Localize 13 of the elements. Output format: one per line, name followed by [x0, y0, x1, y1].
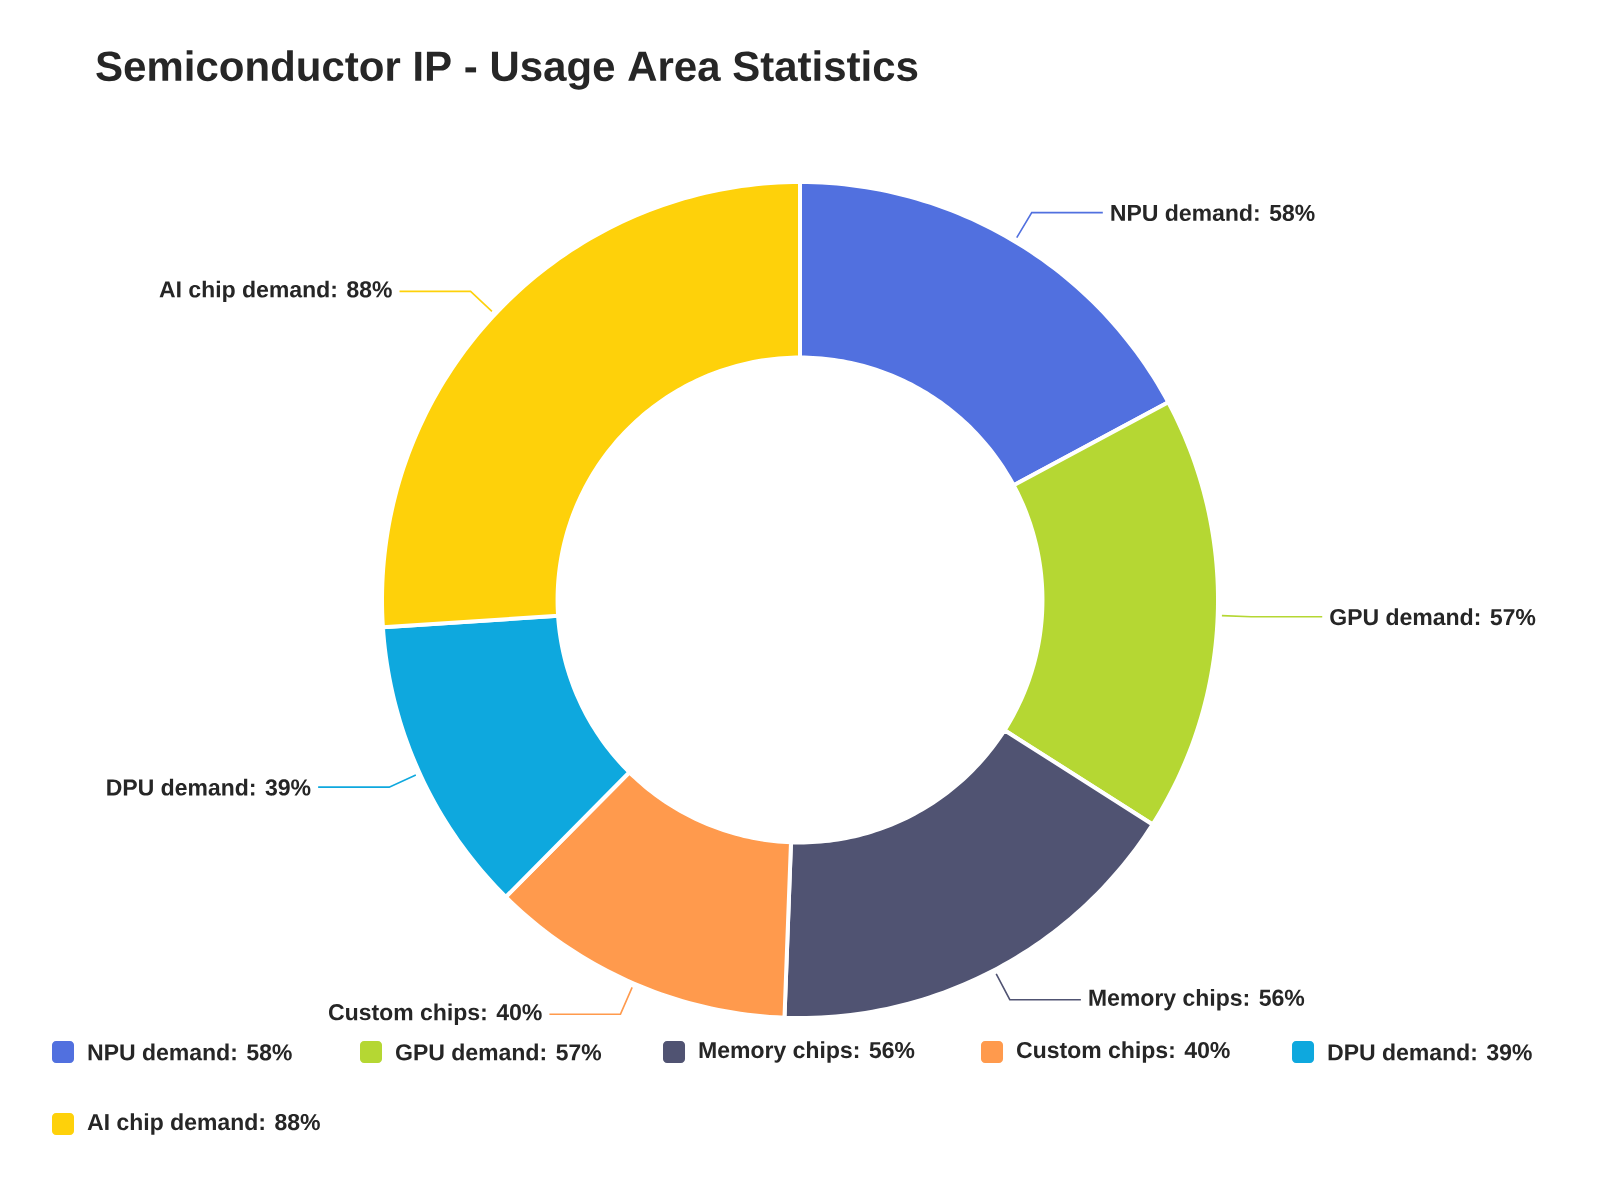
slice-label: Custom chips: 40% — [329, 1003, 542, 1025]
slice-label: GPU demand: 57% — [1330, 608, 1536, 626]
slice-label: DPU demand: 39% — [107, 778, 311, 796]
legend-label: GPU demand: 57% — [396, 1043, 602, 1061]
legend-label: NPU demand: 58% — [88, 1043, 292, 1061]
legend-label: Memory chips: 56% — [699, 1041, 915, 1063]
slice-label: AI chip demand: 88% — [159, 280, 392, 303]
slice-label: NPU demand: 58% — [1111, 204, 1315, 222]
legend-label: AI chip demand: 88% — [87, 1113, 320, 1135]
legend-label: Custom chips: 40% — [1017, 1041, 1230, 1063]
slice-label: Memory chips: 56% — [1089, 989, 1305, 1011]
legend-label: DPU demand: 39% — [1328, 1043, 1532, 1061]
chart-title: Semiconductor IP - Usage Area Statistics — [96, 50, 918, 90]
